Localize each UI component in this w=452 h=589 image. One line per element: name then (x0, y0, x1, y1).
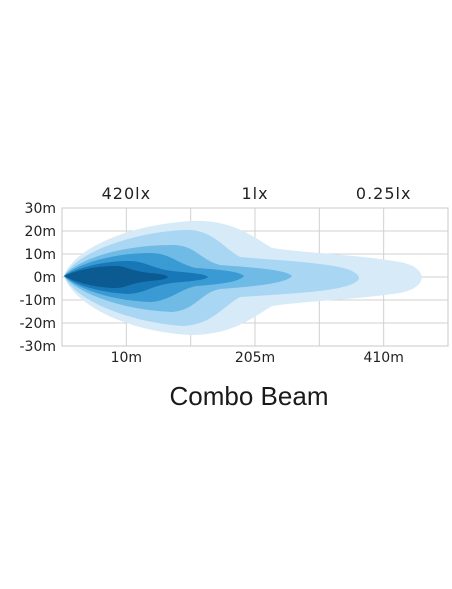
illuminance-labels: 420lx 1lx 0.25lx (102, 184, 412, 203)
y-tick-label: 30m (25, 201, 56, 217)
y-tick-label: 20m (25, 224, 56, 240)
y-axis-ticks: 30m 20m 10m 0m -10m -20m -30m (19, 201, 56, 355)
x-tick-label: 10m (111, 350, 142, 366)
illuminance-label: 1lx (241, 184, 268, 203)
chart-title: Combo Beam (170, 381, 329, 411)
illuminance-label: 0.25lx (356, 184, 412, 203)
x-tick-label: 410m (363, 350, 403, 366)
y-tick-label: -10m (19, 293, 56, 309)
beam-pattern (64, 220, 422, 335)
y-tick-label: -20m (19, 316, 56, 332)
illuminance-label: 420lx (102, 184, 151, 203)
x-axis-ticks: 10m 205m 410m (111, 350, 404, 366)
y-tick-label: -30m (19, 339, 56, 355)
beam-zone-core (64, 266, 168, 288)
y-tick-label: 10m (25, 247, 56, 263)
x-tick-label: 205m (235, 350, 275, 366)
y-tick-label: 0m (33, 270, 56, 286)
